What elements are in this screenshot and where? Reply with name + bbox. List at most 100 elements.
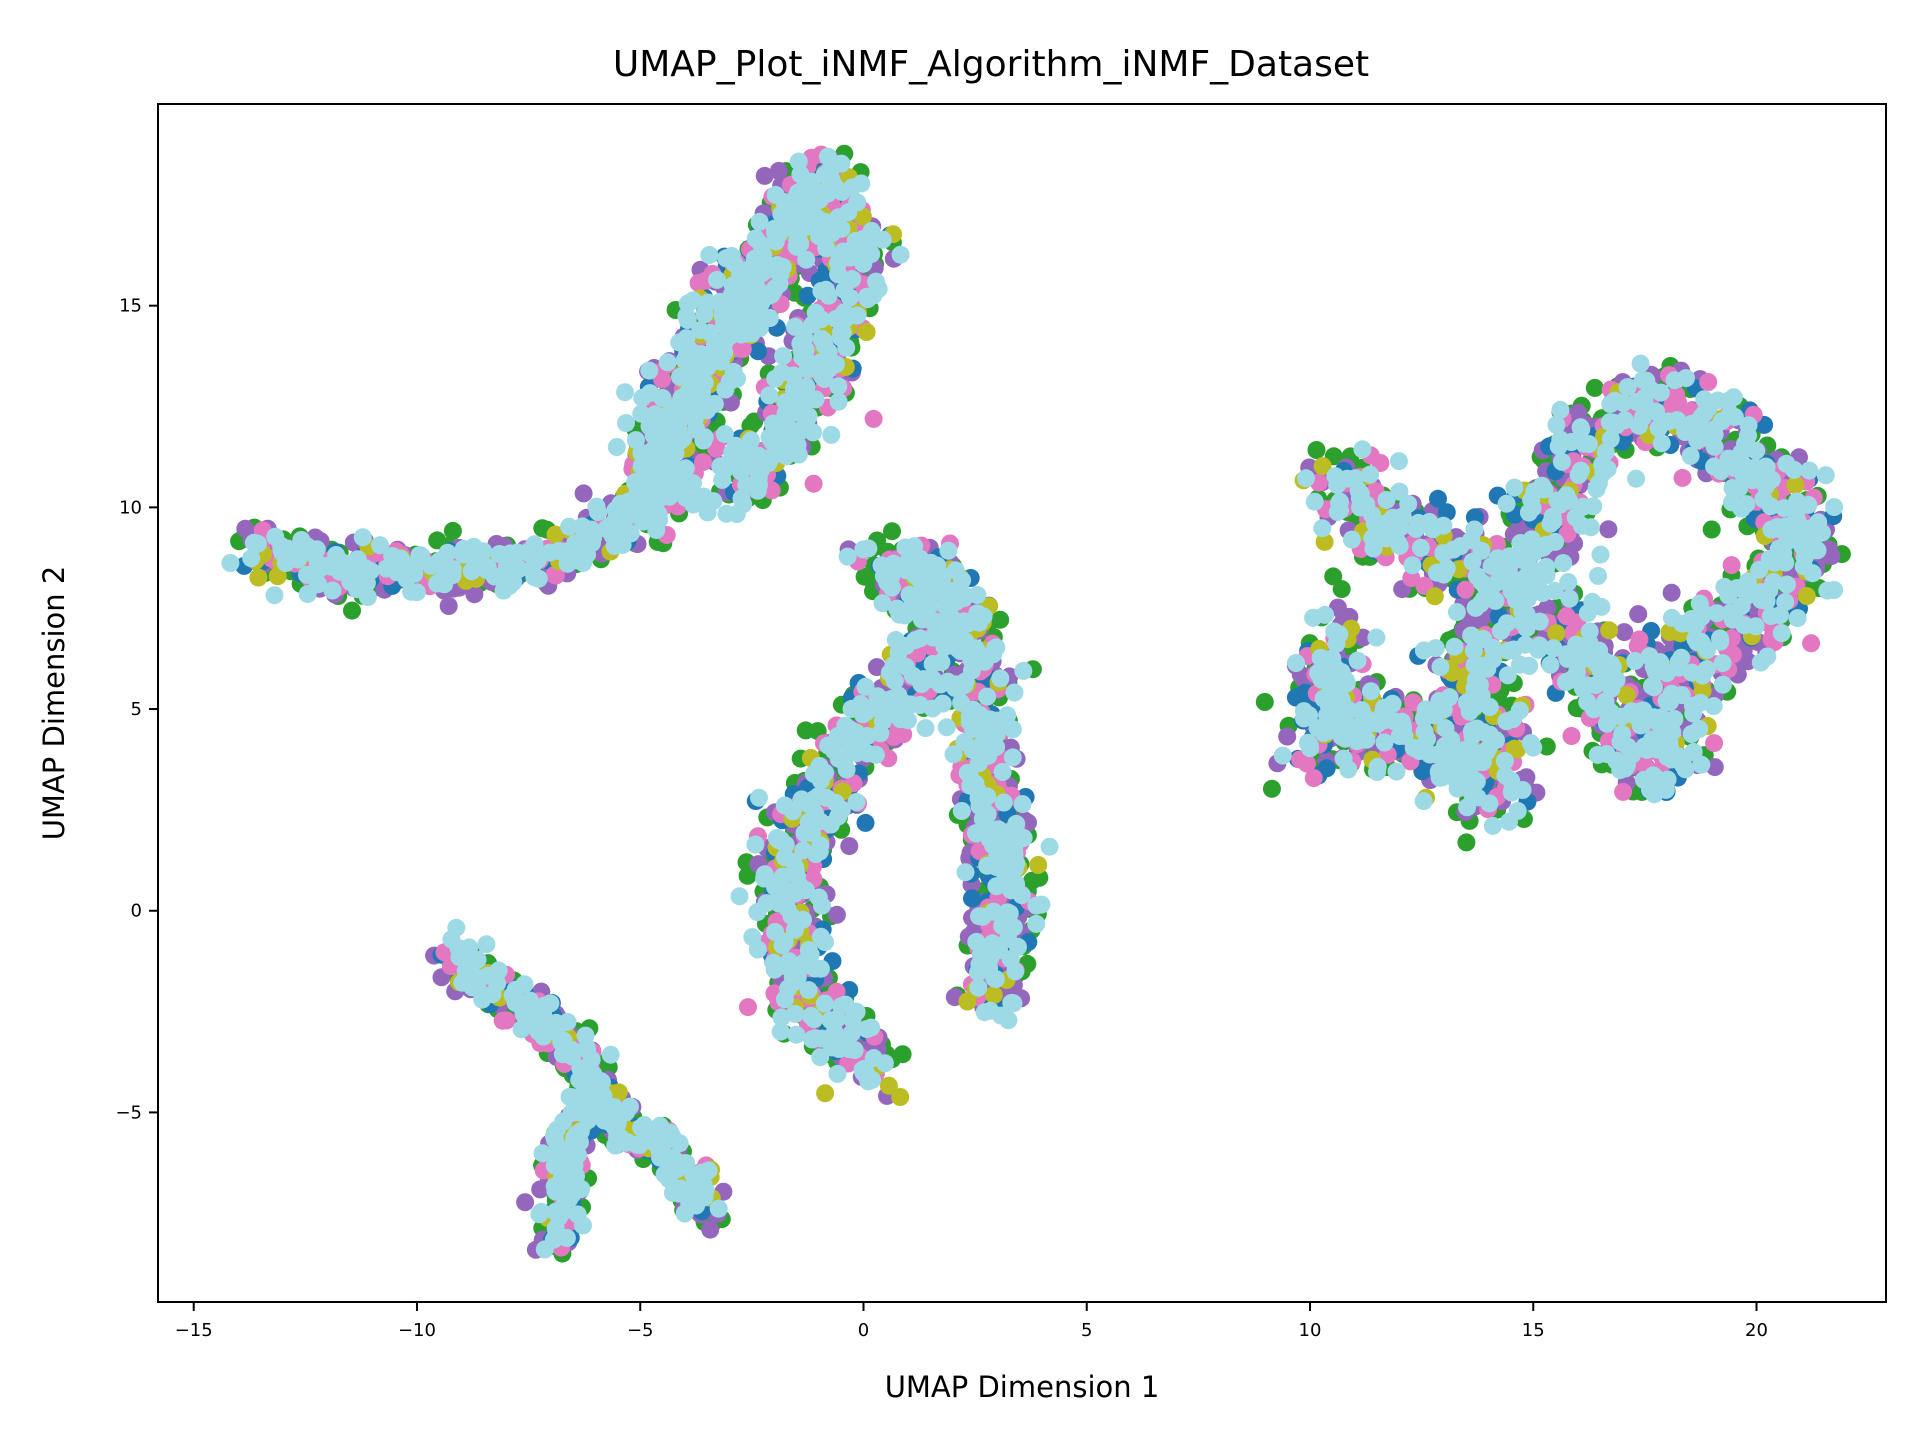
scatter-point bbox=[699, 293, 718, 312]
scatter-point bbox=[242, 549, 261, 568]
scatter-point bbox=[739, 998, 757, 1017]
scatter-point bbox=[843, 178, 862, 197]
scatter-point bbox=[494, 581, 513, 600]
scatter-point bbox=[573, 517, 592, 536]
scatter-point bbox=[587, 497, 606, 516]
scatter-point bbox=[766, 185, 785, 204]
scatter-point bbox=[665, 431, 684, 450]
scatter-point bbox=[1699, 373, 1718, 391]
scatter-point bbox=[958, 992, 977, 1011]
scatter-point bbox=[640, 462, 658, 481]
scatter-point bbox=[695, 428, 714, 447]
scatter-point bbox=[249, 568, 268, 587]
scatter-point bbox=[1324, 567, 1343, 586]
scatter-point bbox=[546, 525, 565, 544]
scatter-point bbox=[462, 562, 481, 581]
scatter-point bbox=[574, 484, 593, 503]
scatter-point bbox=[607, 438, 626, 456]
scatter-point bbox=[894, 725, 913, 744]
scatter-point bbox=[891, 1088, 910, 1106]
scatter-point bbox=[356, 559, 375, 578]
scatter-point bbox=[1600, 621, 1619, 640]
scatter-point bbox=[477, 561, 496, 580]
scatter-point bbox=[1537, 737, 1556, 756]
scatter-point bbox=[443, 521, 462, 540]
scatter-point bbox=[893, 1045, 912, 1064]
scatter-point bbox=[527, 551, 546, 569]
scatter-point bbox=[856, 813, 875, 832]
scatter-point bbox=[788, 231, 807, 250]
scatter-point bbox=[879, 1076, 898, 1095]
scatter-point bbox=[1722, 556, 1741, 575]
scatter-point bbox=[1614, 782, 1633, 801]
scatter-point bbox=[265, 586, 284, 605]
scatter-point bbox=[724, 362, 743, 381]
scatter-point bbox=[1508, 740, 1527, 759]
scatter-point bbox=[358, 588, 377, 606]
scatter-point bbox=[474, 542, 493, 561]
scatter-point bbox=[694, 453, 712, 472]
scatter-point bbox=[1429, 489, 1447, 508]
scatter-point bbox=[1702, 520, 1721, 539]
scatter-point bbox=[840, 837, 859, 856]
scatter-point bbox=[633, 388, 652, 407]
scatter-point bbox=[343, 601, 361, 620]
scatter-point bbox=[297, 540, 316, 559]
scatter-point bbox=[1662, 583, 1681, 602]
scatter-point bbox=[734, 314, 753, 333]
scatter-point bbox=[752, 264, 771, 283]
scatter-point bbox=[1456, 580, 1475, 599]
scatter-point bbox=[573, 531, 592, 550]
scatter-point bbox=[529, 569, 548, 588]
scatter-point bbox=[628, 483, 647, 502]
scatter-point bbox=[991, 610, 1010, 629]
scatter-point bbox=[353, 528, 372, 547]
scatter-point bbox=[1786, 476, 1805, 495]
scatter-point bbox=[1599, 520, 1618, 539]
scatter-point bbox=[439, 597, 458, 615]
scatter-point bbox=[853, 207, 872, 226]
scatter-point bbox=[816, 1084, 835, 1103]
scatter-point bbox=[1262, 779, 1281, 798]
scatter-point bbox=[1557, 607, 1576, 626]
scatter-point bbox=[1547, 624, 1566, 643]
scatter-point bbox=[1630, 630, 1649, 649]
scatter-point bbox=[804, 474, 823, 493]
scatter-point bbox=[371, 536, 390, 555]
scatter-point bbox=[679, 383, 698, 402]
scatter-point bbox=[465, 585, 484, 604]
scatter-point bbox=[428, 574, 447, 593]
scatter-point bbox=[1315, 532, 1334, 551]
scatter-point bbox=[244, 533, 263, 552]
scatter-point bbox=[668, 398, 686, 417]
scatter-point bbox=[613, 535, 632, 554]
scatter-point bbox=[671, 473, 690, 492]
scatter-point bbox=[692, 345, 711, 364]
scatter-point bbox=[319, 556, 338, 575]
scatter-point bbox=[716, 380, 735, 399]
scatter-point bbox=[493, 1011, 512, 1030]
scatter-point bbox=[864, 409, 883, 428]
scatter-point bbox=[560, 517, 579, 536]
scatter-point bbox=[393, 563, 412, 582]
chart-title: UMAP_Plot_iNMF_Algorithm_iNMF_Dataset bbox=[613, 44, 1369, 85]
scatter-point bbox=[705, 394, 724, 413]
scatter-point bbox=[684, 291, 703, 310]
scatter-point bbox=[1307, 441, 1326, 459]
scatter-point bbox=[827, 905, 846, 924]
scatter-point bbox=[733, 340, 752, 358]
scatter-point bbox=[617, 414, 635, 433]
scatter-point bbox=[616, 383, 634, 402]
scatter-point bbox=[766, 279, 785, 298]
scatter-point bbox=[984, 986, 1003, 1004]
scatter-point bbox=[546, 566, 565, 585]
scatter-point bbox=[341, 560, 360, 579]
scatter-point bbox=[653, 455, 672, 474]
scatter-point bbox=[832, 219, 851, 238]
scatter-point bbox=[410, 546, 429, 565]
scatter-point bbox=[658, 474, 677, 493]
scatter-point bbox=[750, 212, 769, 231]
scatter-point bbox=[749, 342, 768, 361]
scatter-point bbox=[789, 152, 808, 171]
scatter-point bbox=[1615, 623, 1634, 642]
